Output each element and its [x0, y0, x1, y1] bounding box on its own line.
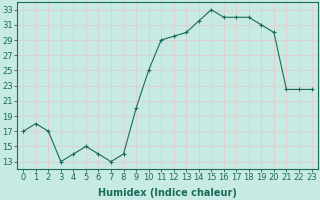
X-axis label: Humidex (Indice chaleur): Humidex (Indice chaleur) [98, 188, 237, 198]
